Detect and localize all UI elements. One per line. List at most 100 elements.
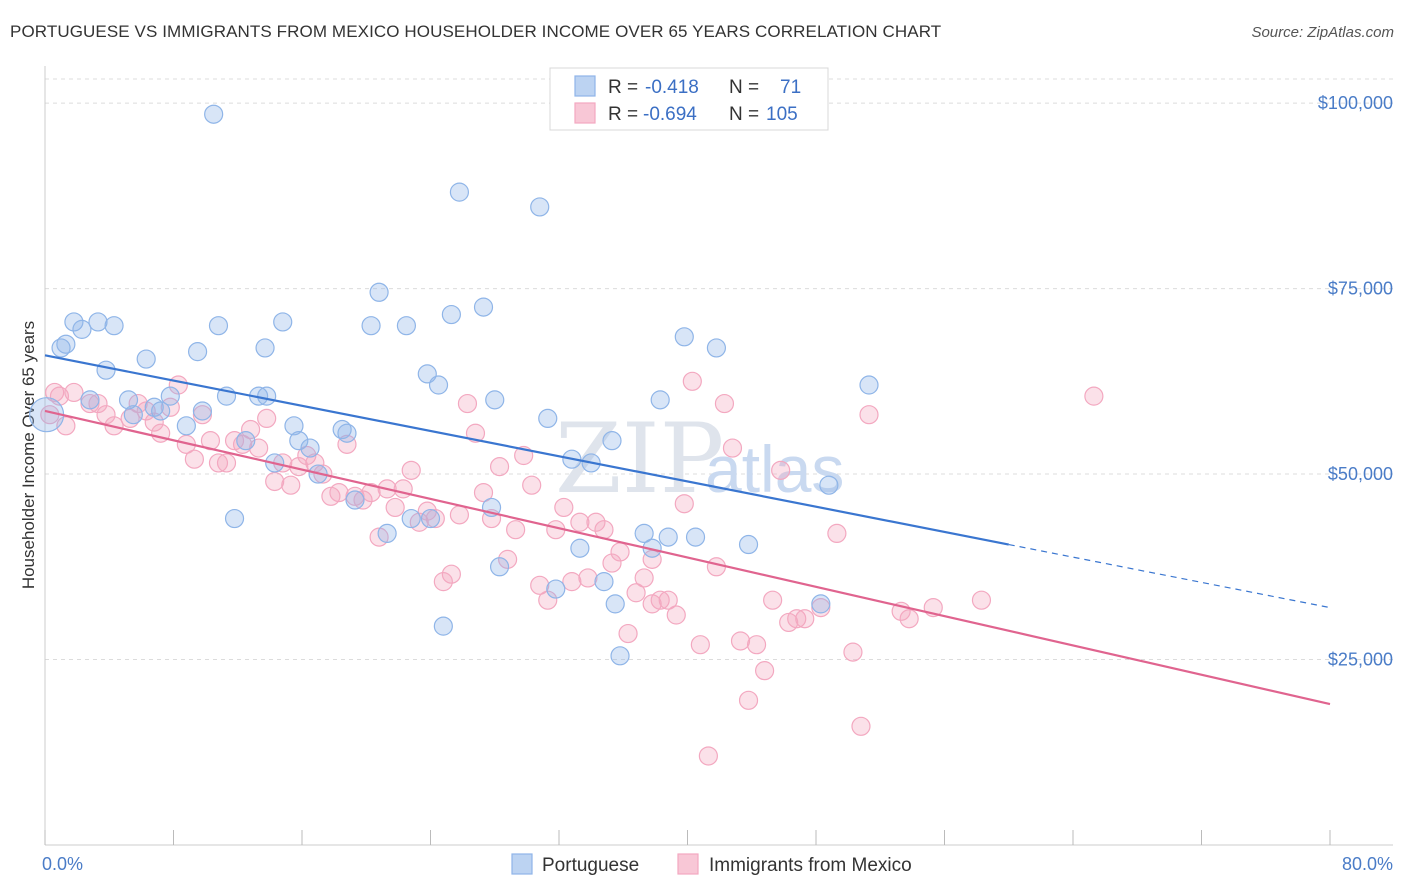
point-mexico-80 <box>690 635 710 655</box>
trendline-mexico <box>44 409 1331 706</box>
point-portuguese-50 <box>538 408 558 429</box>
point-portuguese-63 <box>674 327 694 347</box>
point-mexico-95 <box>827 523 847 544</box>
point-portuguese-33 <box>337 423 357 443</box>
point-mexico-56 <box>498 549 518 569</box>
series-mexico-points <box>40 371 1104 766</box>
legend-swatch-mexico <box>574 102 596 124</box>
point-mexico-102 <box>971 590 992 610</box>
point-portuguese-51 <box>546 579 566 599</box>
point-mexico-92 <box>787 609 807 629</box>
point-portuguese-41 <box>428 375 449 395</box>
point-mexico-103 <box>1084 386 1104 406</box>
point-mexico-50 <box>449 505 470 525</box>
legend-r-value-1: -0.418 <box>645 77 699 98</box>
legend-r-value-2: -0.694 <box>643 104 697 125</box>
point-mexico-52 <box>465 423 486 443</box>
point-mexico-97 <box>851 716 871 736</box>
point-portuguese-57 <box>605 594 625 614</box>
point-portuguese-70 <box>420 508 441 529</box>
point-mexico-9 <box>120 408 140 429</box>
point-mexico-87 <box>746 635 767 655</box>
point-mexico-83 <box>714 393 735 414</box>
point-portuguese-67 <box>819 475 839 495</box>
point-mexico-44 <box>401 460 421 480</box>
point-mexico-73 <box>634 568 654 588</box>
legend-n-label-2: N = <box>729 104 759 125</box>
point-mexico-96 <box>843 642 863 662</box>
point-mexico-42 <box>385 497 405 518</box>
legend-n-label-1: N = <box>729 77 759 98</box>
point-mexico-66 <box>578 568 598 588</box>
point-mexico-61 <box>538 590 558 610</box>
point-portuguese-29 <box>289 431 309 451</box>
bottom-legend-portuguese: Portuguese <box>542 855 639 876</box>
point-portuguese-27 <box>273 312 293 332</box>
point-portuguese-59 <box>634 523 654 544</box>
point-mexico-89 <box>763 590 783 610</box>
point-mexico-60 <box>530 575 550 595</box>
point-portuguese-49 <box>530 197 550 217</box>
point-mexico-75 <box>650 590 670 610</box>
point-portuguese-28 <box>284 416 304 436</box>
point-portuguese-66 <box>811 594 831 614</box>
point-mexico-72 <box>626 583 646 603</box>
legend-frame <box>549 67 829 131</box>
point-mexico-79 <box>682 371 702 391</box>
point-portuguese-34 <box>345 490 365 510</box>
trend-lines <box>44 354 1331 706</box>
legend-r-label-2: R = <box>608 104 638 125</box>
point-portuguese-18 <box>204 104 224 124</box>
point-mexico-76 <box>658 590 678 610</box>
point-portuguese-9 <box>136 349 156 369</box>
point-mexico-21 <box>216 453 237 473</box>
point-portuguese-10 <box>118 390 139 410</box>
point-mexico-4 <box>64 382 84 403</box>
point-portuguese-58 <box>610 646 630 666</box>
chart-title: PORTUGUESE VS IMMIGRANTS FROM MEXICO HOU… <box>10 22 942 41</box>
point-mexico-49 <box>441 564 461 584</box>
point-mexico-51 <box>457 393 478 414</box>
point-portuguese-69 <box>685 527 706 547</box>
point-portuguese-56 <box>602 431 622 451</box>
point-mexico-55 <box>489 457 510 477</box>
point-portuguese-13 <box>144 397 164 417</box>
point-portuguese-19 <box>208 316 229 336</box>
point-portuguese-22 <box>236 431 256 451</box>
point-mexico-78 <box>674 494 694 514</box>
point-portuguese-5 <box>88 312 108 332</box>
point-portuguese-15 <box>176 416 196 436</box>
point-mexico-93 <box>795 609 815 629</box>
point-mexico-59 <box>522 475 542 495</box>
point-mexico-38 <box>353 490 373 510</box>
point-mexico-77 <box>666 605 686 625</box>
y-axis-title: Householder Income Over 65 years <box>19 321 38 589</box>
point-mexico-14 <box>160 397 180 417</box>
point-mexico-27 <box>265 471 285 492</box>
point-portuguese-42 <box>433 616 453 636</box>
point-portuguese-36 <box>369 282 389 302</box>
x-tick-label-0: 0.0% <box>42 854 83 874</box>
point-mexico-100 <box>899 609 919 629</box>
watermark-atlas: atlas <box>705 432 844 506</box>
point-portuguese-16 <box>187 342 208 362</box>
y-tick-label-1: $50,000 <box>1328 464 1393 484</box>
point-portuguese-47 <box>485 390 505 410</box>
point-mexico-98 <box>859 405 879 425</box>
point-mexico-26 <box>257 408 277 429</box>
bottom-legend-swatch-mexico <box>677 853 699 875</box>
point-portuguese-6 <box>104 316 124 336</box>
point-mexico-36 <box>337 434 357 454</box>
point-mexico-86 <box>738 690 759 710</box>
point-mexico-70 <box>610 542 630 562</box>
point-mexico-69 <box>602 553 622 573</box>
series-portuguese-points <box>29 104 879 666</box>
point-mexico-57 <box>506 520 526 540</box>
point-portuguese-17 <box>192 401 213 421</box>
point-portuguese-30 <box>300 438 320 458</box>
point-mexico-20 <box>208 453 229 473</box>
point-portuguese-39 <box>401 508 421 529</box>
point-portuguese-35 <box>361 316 381 336</box>
point-mexico-10 <box>128 393 148 414</box>
